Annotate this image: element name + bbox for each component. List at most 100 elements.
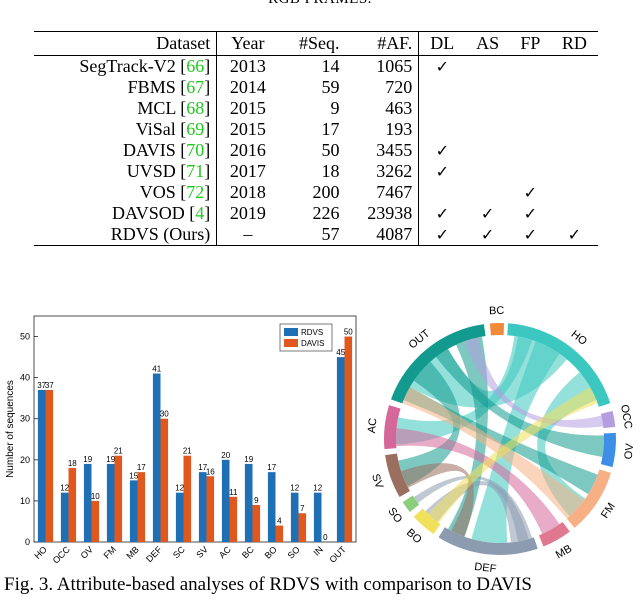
citation-link[interactable]: 70 bbox=[186, 140, 205, 160]
rd-cell bbox=[551, 77, 598, 98]
figure-caption: Fig. 3. Attribute-based analyses of RDVS… bbox=[4, 574, 532, 595]
bar-rdvs bbox=[175, 492, 184, 542]
af-cell: 3262 bbox=[376, 161, 413, 181]
fp-cell bbox=[510, 77, 551, 98]
seq-cell: 18 bbox=[321, 161, 340, 181]
dataset-name: MCL [68] bbox=[137, 98, 211, 118]
bar-davis bbox=[45, 389, 54, 542]
chord-ribbon bbox=[402, 387, 585, 519]
bar-value-label: 12 bbox=[290, 484, 299, 493]
x-tick-label: BO bbox=[263, 544, 279, 560]
bar-value-label: 37 bbox=[37, 381, 46, 390]
table-row: FBMS [67] 2014 59 720 bbox=[34, 77, 598, 98]
citation-link[interactable]: 67 bbox=[186, 77, 205, 97]
chord-arc-out bbox=[390, 324, 486, 404]
chord-label: HO bbox=[569, 328, 590, 348]
as-cell bbox=[465, 77, 510, 98]
table-caption: RGB FRAMES. bbox=[0, 0, 640, 8]
bar-value-label: 37 bbox=[45, 381, 54, 390]
bar-value-label: 12 bbox=[175, 484, 184, 493]
bar-davis bbox=[137, 472, 146, 542]
chord-ribbon bbox=[401, 463, 474, 537]
table-row: MCL [68] 2015 9 463 bbox=[34, 98, 598, 119]
citation-link[interactable]: 68 bbox=[186, 98, 205, 118]
bar-davis bbox=[183, 455, 192, 542]
x-tick-label: SV bbox=[194, 544, 210, 560]
fp-cell bbox=[510, 56, 551, 78]
chord-ribbon bbox=[464, 337, 604, 428]
bar-davis bbox=[275, 525, 284, 542]
af-cell: 1065 bbox=[376, 56, 413, 76]
year-cell: 2017 bbox=[216, 161, 279, 182]
bar-rdvs bbox=[336, 357, 345, 542]
citation-link[interactable]: 72 bbox=[186, 182, 205, 202]
rd-cell bbox=[551, 56, 598, 78]
dataset-label: UVSD bbox=[126, 161, 176, 181]
col-as: AS bbox=[476, 33, 500, 53]
chord-ribbon bbox=[398, 361, 461, 487]
dataset-label: DAVIS bbox=[123, 140, 176, 160]
dataset-label: ViSal bbox=[135, 119, 176, 139]
year-cell: 2015 bbox=[216, 98, 279, 119]
chord-label: SO bbox=[385, 505, 404, 525]
bar-value-label: 4 bbox=[277, 517, 282, 526]
legend-swatch bbox=[284, 328, 298, 336]
bar-value-label: 7 bbox=[300, 504, 305, 513]
fp-cell: ✓ bbox=[523, 225, 538, 244]
y-tick-label: 10 bbox=[20, 496, 30, 506]
x-tick-label: SO bbox=[286, 544, 302, 560]
seq-cell: 17 bbox=[321, 119, 340, 139]
year-cell: 2014 bbox=[216, 77, 279, 98]
col-rd: RD bbox=[561, 33, 587, 53]
af-cell: 3455 bbox=[376, 140, 413, 160]
y-tick-label: 20 bbox=[20, 455, 30, 465]
dl-cell bbox=[418, 98, 466, 119]
x-tick-label: AC bbox=[217, 544, 233, 560]
citation-link[interactable]: 4 bbox=[195, 203, 205, 223]
y-tick-label: 50 bbox=[20, 332, 30, 342]
chord-label: BC bbox=[489, 305, 505, 317]
dl-cell: ✓ bbox=[418, 55, 466, 77]
bar-value-label: 41 bbox=[152, 365, 161, 374]
year-cell: 2013 bbox=[216, 55, 279, 77]
seq-cell: 226 bbox=[312, 203, 340, 223]
citation-link[interactable]: 69 bbox=[186, 119, 205, 139]
as-cell bbox=[465, 119, 510, 140]
dl-cell: ✓ bbox=[418, 224, 466, 246]
fp-cell bbox=[510, 161, 551, 182]
y-tick-label: 30 bbox=[20, 414, 30, 424]
bar-davis bbox=[252, 505, 261, 542]
bar-value-label: 30 bbox=[160, 410, 169, 419]
chord-arc-ho bbox=[507, 323, 611, 407]
x-tick-label: DEF bbox=[144, 544, 164, 564]
bar-rdvs bbox=[129, 480, 138, 542]
citation-link[interactable]: 66 bbox=[186, 56, 205, 76]
bar-davis bbox=[206, 476, 215, 542]
af-cell: 720 bbox=[385, 77, 413, 97]
as-cell bbox=[465, 182, 510, 203]
seq-cell: 9 bbox=[330, 98, 340, 118]
bar-value-label: 0 bbox=[323, 533, 328, 542]
bar-value-label: 17 bbox=[137, 463, 146, 472]
dataset-name: VOS [72] bbox=[139, 182, 211, 202]
dataset-label: DAVSOD bbox=[112, 203, 185, 223]
table-row: UVSD [71] 2017 18 3262 ✓ bbox=[34, 161, 598, 182]
bar-rdvs bbox=[152, 373, 161, 542]
year-cell: 2015 bbox=[216, 119, 279, 140]
seq-cell: 14 bbox=[321, 56, 340, 76]
fp-cell bbox=[510, 98, 551, 119]
bar-value-label: 18 bbox=[68, 459, 77, 468]
citation-link[interactable]: 71 bbox=[186, 161, 205, 181]
as-cell: ✓ bbox=[480, 225, 495, 244]
dataset-name: UVSD [71] bbox=[126, 161, 211, 181]
bar-rdvs bbox=[37, 389, 46, 542]
col-seq: #Seq. bbox=[298, 33, 340, 53]
dataset-label: SegTrack-V2 bbox=[79, 56, 176, 76]
seq-cell: 200 bbox=[312, 182, 340, 202]
bar-value-label: 19 bbox=[106, 455, 115, 464]
bar-davis bbox=[160, 418, 169, 542]
bar-value-label: 21 bbox=[114, 447, 123, 456]
af-cell: 193 bbox=[385, 119, 413, 139]
